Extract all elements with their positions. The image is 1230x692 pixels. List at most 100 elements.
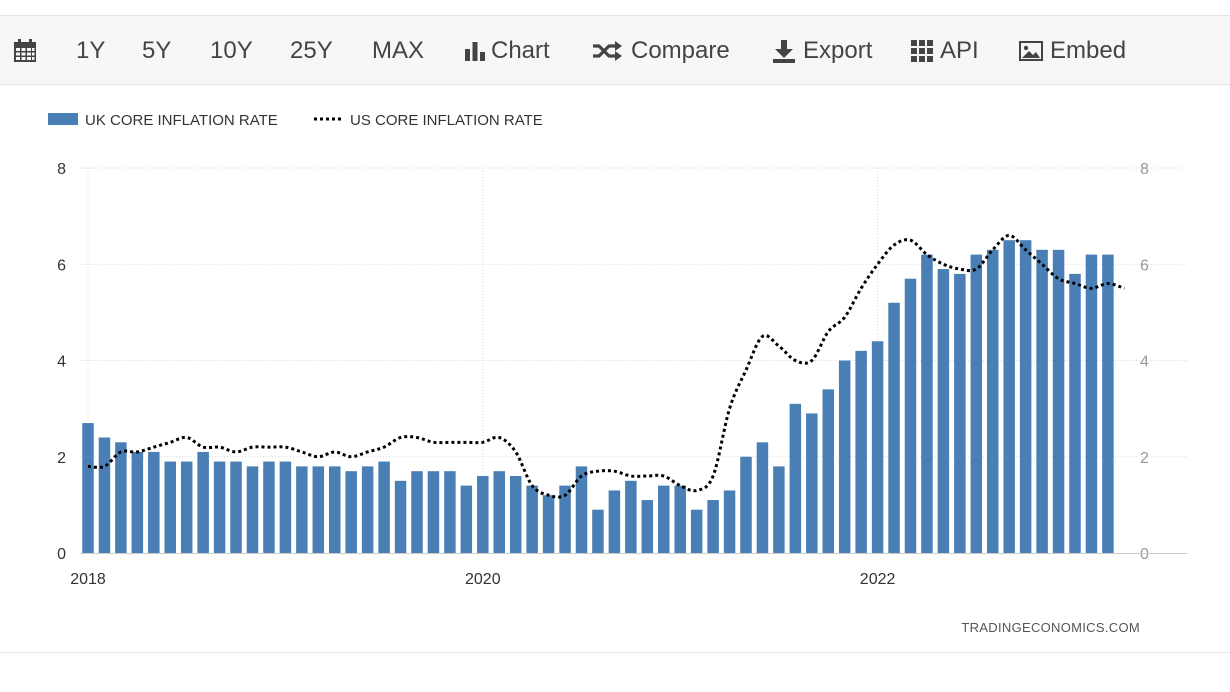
uk-bar <box>526 485 538 553</box>
y-tick-label-right: 8 <box>1140 161 1149 178</box>
uk-bar <box>806 413 818 553</box>
legend-uk-label: UK CORE INFLATION RATE <box>85 112 278 129</box>
y-tick-label-left: 0 <box>57 546 66 563</box>
range-25y-label: 25Y <box>290 37 333 64</box>
x-tick-label: 2020 <box>465 571 501 588</box>
y-tick-label-left: 6 <box>57 257 66 274</box>
compare-button[interactable]: Compare <box>591 16 730 86</box>
uk-bar <box>361 466 374 553</box>
uk-bar <box>888 302 900 553</box>
api-label: API <box>940 37 979 64</box>
embed-button[interactable]: Embed <box>1018 16 1126 86</box>
calendar-icon[interactable] <box>12 16 38 86</box>
uk-bar <box>279 461 292 553</box>
range-1y-button[interactable]: 1Y <box>76 16 105 86</box>
uk-bar <box>937 269 950 553</box>
chart-area: UK CORE INFLATION RATE US CORE INFLATION… <box>0 85 1230 650</box>
uk-bar <box>411 471 423 553</box>
uk-bar <box>707 500 719 553</box>
uk-bar <box>345 471 357 553</box>
legend-uk-swatch <box>48 113 78 125</box>
uk-bar <box>987 249 999 553</box>
uk-bar <box>509 476 522 553</box>
bottom-divider <box>0 652 1230 653</box>
uk-bar <box>904 278 917 553</box>
y-tick-label-right: 2 <box>1140 450 1149 467</box>
us-line-path <box>87 233 1125 499</box>
uk-bar <box>608 490 621 553</box>
uk-bars <box>82 240 1114 553</box>
us-line <box>87 233 1125 499</box>
range-25y-button[interactable]: 25Y <box>290 16 333 86</box>
uk-bar <box>460 485 473 553</box>
legend-us-label: US CORE INFLATION RATE <box>350 112 543 129</box>
compare-label: Compare <box>631 37 730 64</box>
uk-bar <box>263 461 275 553</box>
uk-bar <box>773 466 785 553</box>
uk-bar <box>723 490 736 553</box>
uk-bar <box>674 485 686 553</box>
x-tick-label: 2018 <box>70 571 106 588</box>
uk-bar <box>838 360 851 553</box>
uk-bar <box>625 480 637 553</box>
grid-icon <box>911 40 933 62</box>
uk-bar <box>855 350 867 553</box>
download-icon <box>773 40 795 63</box>
export-label: Export <box>803 37 873 64</box>
watermark: TRADINGECONOMICS.COM <box>961 620 1140 635</box>
uk-bar <box>921 254 933 553</box>
uk-bar <box>658 485 670 553</box>
uk-bar <box>822 389 834 553</box>
y-tick-label-right: 0 <box>1140 546 1149 563</box>
uk-bar <box>740 456 752 553</box>
x-tick-label: 2022 <box>860 571 896 588</box>
api-button[interactable]: API <box>910 16 979 86</box>
bar-chart-icon <box>465 42 485 61</box>
uk-bar <box>970 254 983 553</box>
uk-bar <box>1085 254 1098 553</box>
chart-type-button[interactable]: Chart <box>463 16 550 86</box>
inflation-chart: UK CORE INFLATION RATE US CORE INFLATION… <box>48 112 1188 635</box>
uk-bar <box>493 471 505 553</box>
uk-bar <box>592 509 604 553</box>
range-max-label: MAX <box>372 37 425 64</box>
uk-bar <box>477 476 489 553</box>
uk-bar <box>1036 249 1048 553</box>
uk-bar <box>312 466 325 553</box>
range-10y-button[interactable]: 10Y <box>210 16 253 86</box>
uk-bar <box>690 509 703 553</box>
uk-bar <box>296 466 308 553</box>
uk-bar <box>230 461 242 553</box>
uk-bar <box>1019 240 1032 553</box>
image-icon <box>1019 41 1043 61</box>
chart-legend: UK CORE INFLATION RATE US CORE INFLATION… <box>48 112 543 129</box>
uk-bar <box>954 273 966 553</box>
uk-bar <box>789 403 802 553</box>
calendar-icon-svg <box>14 39 36 62</box>
uk-bar <box>542 495 555 553</box>
uk-bar <box>378 461 390 553</box>
uk-bar <box>394 480 407 553</box>
chart-type-label: Chart <box>491 37 550 64</box>
uk-bar <box>82 423 94 553</box>
range-5y-button[interactable]: 5Y <box>142 16 171 86</box>
export-button[interactable]: Export <box>771 16 872 86</box>
embed-label: Embed <box>1050 37 1127 64</box>
y-tick-label-left: 2 <box>57 450 66 467</box>
range-10y-label: 10Y <box>210 37 253 64</box>
uk-bar <box>131 451 144 553</box>
uk-bar <box>246 466 259 553</box>
range-max-button[interactable]: MAX <box>372 16 424 86</box>
uk-bar <box>164 461 176 553</box>
uk-bar <box>180 461 193 553</box>
range-5y-label: 5Y <box>142 37 172 64</box>
shuffle-icon <box>593 41 622 61</box>
uk-bar <box>1003 240 1015 553</box>
uk-bar <box>1069 273 1081 553</box>
uk-bar <box>871 341 884 553</box>
uk-bar <box>98 437 111 553</box>
range-1y-label: 1Y <box>76 37 106 64</box>
uk-bar <box>756 442 769 553</box>
uk-bar <box>115 442 127 553</box>
y-tick-label-right: 4 <box>1140 354 1149 371</box>
